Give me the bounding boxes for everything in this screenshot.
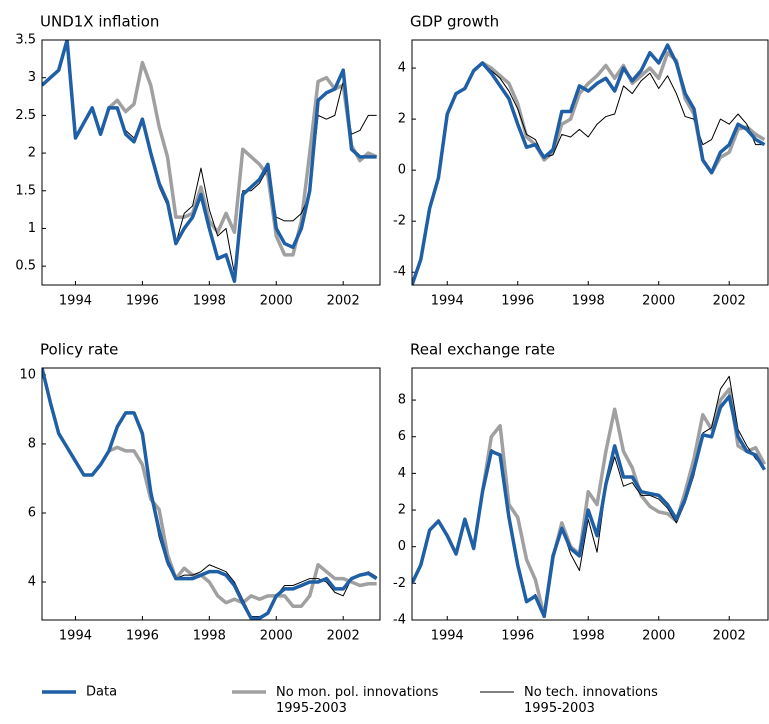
x-tick-label: 1996 — [126, 629, 159, 644]
y-tick-label: 2 — [28, 146, 36, 161]
plot-frame — [41, 367, 381, 621]
y-tick-label: 2 — [398, 112, 406, 127]
x-tick-label: 2002 — [327, 294, 360, 309]
y-tick-label: 1 — [28, 221, 36, 236]
x-tick-label: 1996 — [501, 629, 534, 644]
lines — [412, 43, 766, 285]
x-tick-label: 1994 — [431, 294, 464, 309]
x-tick-label: 2000 — [260, 294, 293, 309]
series-line — [482, 375, 765, 617]
y-tick-label: 0 — [398, 539, 406, 554]
y-tick-label: 6 — [398, 429, 406, 444]
x-tick-label: 1994 — [431, 629, 464, 644]
legend-label: Data — [86, 685, 117, 700]
panel-title: Policy rate — [40, 341, 118, 359]
panel: Real exchange rate -4 -2 0 2 4 6 8 1994 1996 1998 2… — [393, 341, 769, 644]
y-tick-label: 0.5 — [15, 259, 36, 274]
x-tick-label: 2002 — [713, 294, 746, 309]
series-line — [42, 368, 378, 620]
series-line — [108, 80, 377, 275]
lines — [42, 40, 378, 283]
legend-label: No mon. pol. innovations 1995-2003 — [276, 685, 439, 716]
x-tick-label: 1996 — [501, 294, 534, 309]
lines — [42, 368, 378, 620]
y-tick-label: -4 — [393, 265, 406, 280]
panel: GDP growth -4 -2 0 2 4 1994 1996 1998 2000 2002 — [393, 13, 769, 309]
y-tick-label: -2 — [393, 214, 406, 229]
y-tick-label: -2 — [393, 576, 406, 591]
x-tick-label: 1998 — [572, 629, 605, 644]
y-tick-label: 8 — [28, 436, 36, 451]
y-tick-label: 0 — [398, 163, 406, 178]
x-tick-label: 1994 — [59, 629, 92, 644]
x-tick-label: 1998 — [193, 294, 226, 309]
y-tick-label: 8 — [398, 393, 406, 408]
plot-frame — [411, 39, 769, 286]
y-tick-label: -4 — [393, 613, 406, 628]
x-tick-label: 2000 — [642, 629, 675, 644]
panel-title: Real exchange rate — [410, 341, 555, 359]
x-tick-label: 1998 — [572, 294, 605, 309]
y-tick-label: 2.5 — [15, 108, 36, 123]
y-tick-label: 6 — [28, 505, 36, 520]
series-line — [42, 40, 377, 283]
panel: Policy rate 4 6 8 10 1994 1996 1998 2000 2002 — [19, 341, 381, 644]
x-tick-label: 2002 — [327, 629, 360, 644]
x-tick-label: 2000 — [642, 294, 675, 309]
lines — [412, 375, 767, 619]
series-line — [412, 394, 766, 619]
y-tick-label: 3.5 — [15, 33, 36, 48]
panel-title: GDP growth — [410, 13, 499, 31]
x-tick-label: 1996 — [126, 294, 159, 309]
y-tick-label: 3 — [28, 70, 36, 85]
panel: UND1X inflation 0.5 1 1.5 2 2.5 3 3.5 1994 1996 19… — [15, 13, 381, 309]
panel-title: UND1X inflation — [40, 13, 159, 31]
x-tick-label: 1998 — [193, 629, 226, 644]
y-tick-label: 4 — [398, 466, 406, 481]
y-tick-label: 4 — [28, 575, 36, 590]
plot-frame — [41, 39, 381, 286]
y-tick-label: 1.5 — [15, 183, 36, 198]
series-line — [482, 62, 765, 158]
series-line — [412, 43, 766, 285]
series-line — [107, 60, 378, 257]
x-tick-label: 2002 — [713, 629, 746, 644]
series-line — [108, 412, 377, 618]
plot-frame — [411, 367, 769, 621]
legend-label: No tech. innovations 1995-2003 — [524, 685, 658, 716]
x-tick-label: 1994 — [59, 294, 92, 309]
x-tick-label: 2000 — [260, 629, 293, 644]
y-tick-label: 4 — [398, 61, 406, 76]
series-line — [480, 387, 767, 619]
y-tick-label: 10 — [19, 367, 36, 382]
y-tick-label: 2 — [398, 503, 406, 518]
